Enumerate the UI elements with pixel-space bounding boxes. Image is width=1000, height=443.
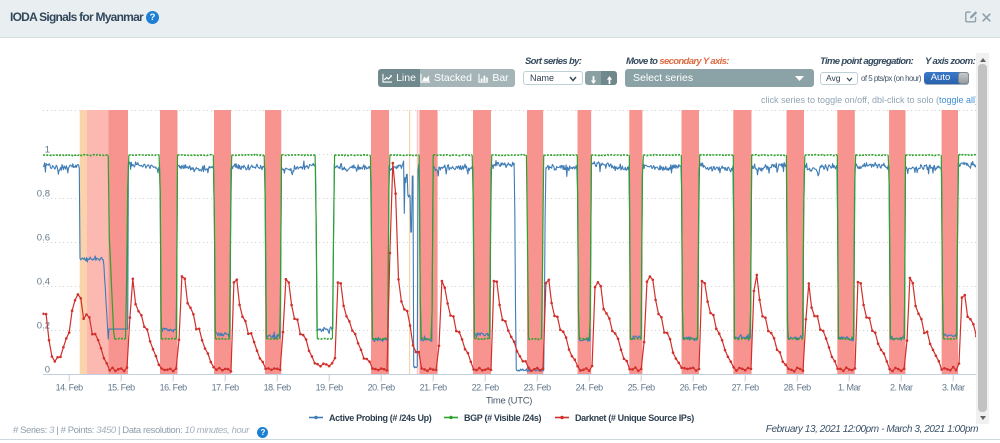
svg-text:24. Feb: 24. Feb — [576, 383, 604, 393]
svg-text:25. Feb: 25. Feb — [628, 383, 656, 393]
svg-text:Active Probing (# /24s Up): Active Probing (# /24s Up) — [329, 413, 432, 423]
svg-text:1. Mar: 1. Mar — [838, 383, 861, 393]
svg-text:28. Feb: 28. Feb — [784, 383, 812, 393]
svg-text:20. Feb: 20. Feb — [368, 383, 396, 393]
svg-text:3. Mar: 3. Mar — [942, 383, 965, 393]
svg-text:21. Feb: 21. Feb — [420, 383, 448, 393]
svg-text:15. Feb: 15. Feb — [108, 383, 136, 393]
svg-text:23. Feb: 23. Feb — [524, 383, 552, 393]
svg-text:BGP (# Visible /24s): BGP (# Visible /24s) — [464, 413, 542, 423]
svg-text:16. Feb: 16. Feb — [160, 383, 188, 393]
svg-text:27. Feb: 27. Feb — [732, 383, 760, 393]
svg-text:1: 1 — [45, 145, 50, 156]
svg-text:0: 0 — [45, 365, 50, 376]
svg-text:2. Mar: 2. Mar — [890, 383, 913, 393]
svg-text:0.2: 0.2 — [37, 321, 50, 332]
svg-text:18. Feb: 18. Feb — [264, 383, 292, 393]
svg-text:Darknet (# Unique Source IPs): Darknet (# Unique Source IPs) — [575, 413, 694, 423]
svg-text:14. Feb: 14. Feb — [56, 383, 84, 393]
svg-text:19. Feb: 19. Feb — [316, 383, 344, 393]
svg-text:22. Feb: 22. Feb — [472, 383, 500, 393]
svg-text:0.4: 0.4 — [37, 277, 50, 288]
svg-text:0.6: 0.6 — [37, 233, 50, 244]
svg-text:0.8: 0.8 — [37, 189, 50, 200]
svg-text:Time (UTC): Time (UTC) — [486, 396, 532, 407]
svg-text:26. Feb: 26. Feb — [680, 383, 708, 393]
svg-text:17. Feb: 17. Feb — [212, 383, 240, 393]
